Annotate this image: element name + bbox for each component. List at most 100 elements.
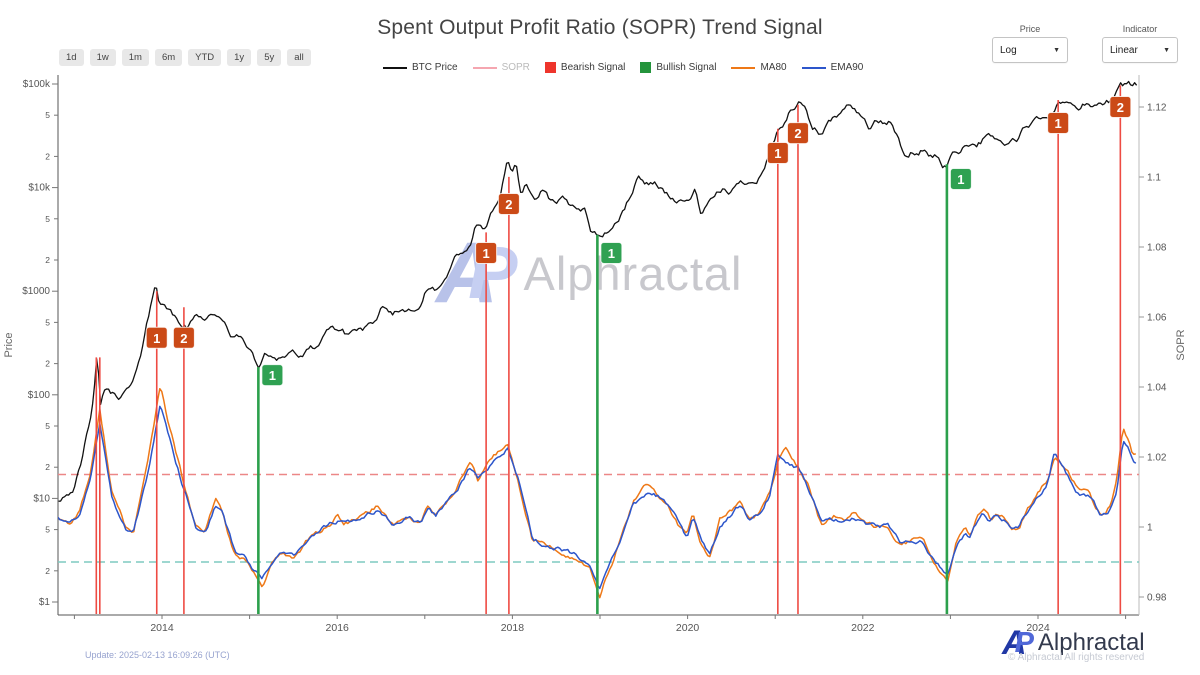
legend-swatch-icon bbox=[544, 62, 556, 73]
chart-legend: BTC Price SOPR Bearish Signal Bullish Signa… bbox=[383, 62, 863, 73]
sopr-axis-tick-label: 1.12 bbox=[1147, 103, 1167, 114]
sopr-axis-tick-label: 1.08 bbox=[1147, 243, 1167, 254]
price-axis-tick-label: 2 bbox=[45, 255, 50, 265]
price-axis-tick-label: 5 bbox=[45, 421, 50, 431]
bearish-signal-badge-label: 2 bbox=[505, 197, 512, 212]
range-button-5y[interactable]: 5y bbox=[257, 49, 282, 66]
price-axis-tick-label: 2 bbox=[45, 462, 50, 472]
bearish-signal-badge-label: 1 bbox=[153, 331, 160, 346]
time-range-toolbar: 1d 1w 1m 6m YTD 1y 5y all bbox=[59, 49, 311, 66]
legend-label: MA80 bbox=[760, 62, 787, 73]
price-axis-tick-label: 2 bbox=[45, 359, 50, 369]
legend-label: EMA90 bbox=[830, 62, 864, 73]
axis-controls: Price Log ▼ Indicator Linear ▼ bbox=[992, 24, 1178, 63]
price-axis-tick-label: 5 bbox=[45, 317, 50, 327]
price-axis-tick-label: 5 bbox=[45, 110, 50, 120]
bullish-signal-badge bbox=[949, 168, 972, 191]
bearish-signal-badge-label: 2 bbox=[180, 331, 187, 346]
bearish-signal-badge bbox=[475, 241, 498, 264]
range-button-1y[interactable]: 1y bbox=[227, 49, 252, 66]
x-axis-year-label: 2016 bbox=[326, 622, 350, 634]
sopr-axis-tick-label: 1.02 bbox=[1147, 453, 1167, 464]
footer-brand: A P Alphractal bbox=[1002, 626, 1145, 660]
x-axis-year-label: 2018 bbox=[501, 622, 525, 634]
bearish-signal-badge bbox=[786, 122, 809, 145]
bearish-signal-badge bbox=[766, 141, 789, 164]
update-timestamp: Update: 2025-02-13 16:09:26 (UTC) bbox=[85, 650, 230, 660]
price-axis-tick-label: $10 bbox=[33, 493, 50, 504]
price-scale-label: Price bbox=[1019, 24, 1041, 34]
legend-swatch-icon bbox=[383, 66, 407, 69]
legend-label: Bearish Signal bbox=[560, 62, 626, 73]
bearish-signal-badge bbox=[1109, 95, 1132, 118]
legend-item-sopr[interactable]: SOPR bbox=[472, 62, 530, 73]
sopr-axis-tick-label: 1 bbox=[1147, 523, 1153, 534]
price-axis-tick-label: 2 bbox=[45, 151, 50, 161]
range-button-1m[interactable]: 1m bbox=[121, 49, 149, 66]
legend-item-btc-price[interactable]: BTC Price bbox=[383, 62, 458, 73]
bullish-signal-badge bbox=[600, 241, 623, 264]
sopr-axis-tick-label: 1.06 bbox=[1147, 313, 1167, 324]
indicator-scale-control: Indicator Linear ▼ bbox=[1102, 24, 1178, 63]
bearish-signal-badge-label: 1 bbox=[774, 146, 781, 161]
bearish-signal-badge-label: 1 bbox=[1055, 116, 1062, 131]
sopr-axis-tick-label: 0.98 bbox=[1147, 593, 1167, 604]
price-scale-value: Log bbox=[1000, 44, 1017, 56]
price-axis-title: Price bbox=[3, 332, 15, 357]
x-axis-year-label: 2020 bbox=[676, 622, 700, 634]
legend-item-bullish-signal[interactable]: Bullish Signal bbox=[640, 62, 716, 73]
legend-swatch-icon bbox=[640, 62, 652, 73]
copyright-text: © Alphractal All rights reserved bbox=[1008, 652, 1145, 663]
legend-item-bearish-signal[interactable]: Bearish Signal bbox=[544, 62, 626, 73]
price-axis-tick-label: $100k bbox=[23, 79, 51, 90]
chevron-down-icon: ▼ bbox=[1163, 46, 1170, 54]
alphractal-logo-icon: P bbox=[1014, 627, 1034, 659]
range-button-6m[interactable]: 6m bbox=[154, 49, 183, 66]
price-axis-tick-label: 5 bbox=[45, 525, 50, 535]
legend-label: Bullish Signal bbox=[656, 62, 717, 73]
brand-name: Alphractal bbox=[1037, 629, 1145, 656]
alphractal-logo-icon: A bbox=[1002, 624, 1027, 662]
chevron-down-icon: ▼ bbox=[1053, 46, 1060, 54]
bearish-signal-badge bbox=[145, 326, 168, 349]
bullish-signal-badge-label: 1 bbox=[269, 368, 276, 383]
price-axis-tick-label: $100 bbox=[28, 390, 51, 401]
bearish-signal-badge bbox=[1047, 112, 1070, 135]
bullish-signal-badge-label: 1 bbox=[608, 246, 615, 261]
range-button-ytd[interactable]: YTD bbox=[188, 49, 222, 66]
legend-swatch-icon bbox=[472, 66, 497, 69]
range-button-1d[interactable]: 1d bbox=[59, 49, 84, 66]
x-axis-year-label: 2024 bbox=[1026, 622, 1050, 634]
price-axis-tick-label: $1 bbox=[39, 597, 51, 608]
legend-item-ma80[interactable]: MA80 bbox=[731, 62, 787, 73]
page-title: Spent Output Profit Ratio (SOPR) Trend S… bbox=[377, 16, 823, 39]
legend-label: SOPR bbox=[501, 62, 530, 73]
indicator-scale-select[interactable]: Linear ▼ bbox=[1102, 37, 1178, 63]
price-scale-select[interactable]: Log ▼ bbox=[992, 37, 1068, 63]
bearish-signal-badge-label: 2 bbox=[1117, 100, 1124, 115]
bearish-signal-badge bbox=[172, 326, 195, 349]
sopr-axis-tick-label: 1.04 bbox=[1147, 383, 1167, 394]
legend-label: BTC Price bbox=[412, 62, 458, 73]
bullish-signal-badge bbox=[261, 364, 284, 387]
price-axis-tick-label: 5 bbox=[45, 214, 50, 224]
x-axis-year-label: 2014 bbox=[150, 622, 174, 634]
bearish-signal-badge-label: 1 bbox=[483, 246, 490, 261]
indicator-scale-value: Linear bbox=[1110, 44, 1138, 56]
price-axis-tick-label: $10k bbox=[28, 183, 51, 194]
price-axis-tick-label: $1000 bbox=[22, 286, 50, 297]
bullish-signal-badge-label: 1 bbox=[957, 172, 964, 187]
sopr-axis-tick-label: 1.1 bbox=[1147, 173, 1161, 184]
range-button-1w[interactable]: 1w bbox=[89, 49, 116, 66]
bearish-signal-badge bbox=[497, 192, 520, 215]
legend-item-ema90[interactable]: EMA90 bbox=[801, 62, 864, 73]
indicator-scale-label: Indicator bbox=[1122, 24, 1158, 34]
sopr-axis-title: SOPR bbox=[1175, 329, 1187, 360]
price-scale-control: Price Log ▼ bbox=[992, 24, 1068, 63]
x-axis-year-label: 2022 bbox=[851, 622, 875, 634]
range-button-all[interactable]: all bbox=[287, 49, 311, 66]
bearish-signal-badge-label: 2 bbox=[794, 126, 801, 141]
legend-swatch-icon bbox=[731, 66, 756, 69]
legend-swatch-icon bbox=[801, 66, 826, 69]
